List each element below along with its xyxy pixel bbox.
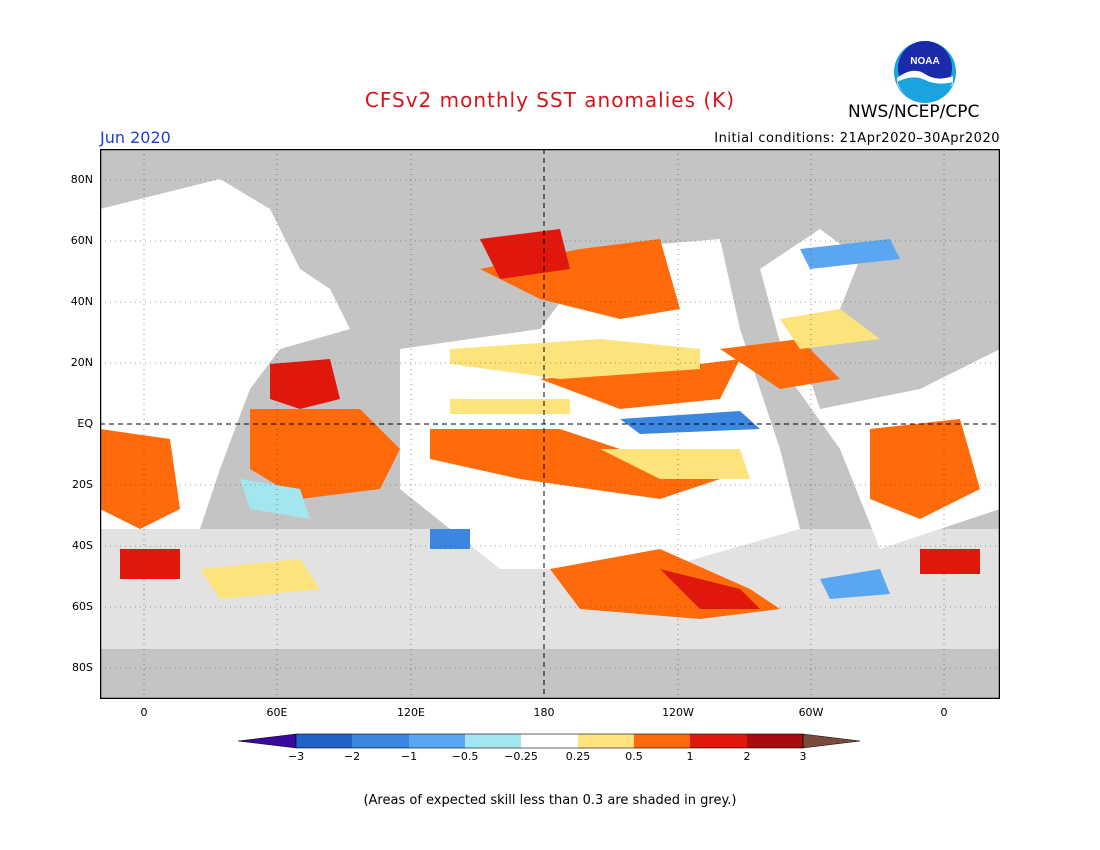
legend-tick: −1 xyxy=(400,750,418,763)
legend-tick: −2 xyxy=(343,750,361,763)
legend-tick: 0.5 xyxy=(625,750,643,763)
legend-arrow-low xyxy=(238,733,297,749)
legend-tick: 1 xyxy=(686,750,694,763)
color-legend xyxy=(238,733,861,749)
skill-note: (Areas of expected skill less than 0.3 a… xyxy=(363,793,737,808)
legend-swatch xyxy=(409,734,465,748)
legend-swatch xyxy=(296,734,352,748)
logo-text: NOAA xyxy=(910,56,939,67)
lat-label: 40S xyxy=(72,539,93,552)
legend-tick: 3 xyxy=(799,750,807,763)
lat-label: EQ xyxy=(77,417,93,430)
lon-label: 60W xyxy=(798,706,824,719)
legend-tick: 0.25 xyxy=(565,750,591,763)
legend-tick: 2 xyxy=(743,750,751,763)
legend-swatch xyxy=(578,734,634,748)
legend-swatch xyxy=(634,734,690,748)
legend-tick: −3 xyxy=(287,750,305,763)
lat-label: 20S xyxy=(72,478,93,491)
legend-swatch xyxy=(352,734,409,748)
lon-label: 60E xyxy=(266,706,288,719)
legend-swatch xyxy=(465,734,521,748)
legend-swatch xyxy=(690,734,747,748)
lon-label: 120E xyxy=(397,706,425,719)
forecast-month: Jun 2020 xyxy=(100,128,171,147)
legend-swatch xyxy=(521,734,578,748)
legend-arrow-high xyxy=(802,733,861,749)
legend-tick: −0.5 xyxy=(451,750,479,763)
lat-label: 60N xyxy=(70,234,93,247)
agency-label: NWS/NCEP/CPC xyxy=(848,102,980,122)
lat-label: 40N xyxy=(70,295,93,308)
lat-label: 80N xyxy=(70,173,93,186)
noaa-logo: NOAA xyxy=(894,41,956,103)
legend-tick: −0.25 xyxy=(504,750,538,763)
initial-conditions: Initial conditions: 21Apr2020–30Apr2020 xyxy=(714,131,1000,146)
legend-swatch xyxy=(747,734,803,748)
lat-label: 60S xyxy=(72,600,93,613)
lat-label: 80S xyxy=(72,661,93,674)
chart-title: CFSv2 monthly SST anomalies (K) xyxy=(364,88,736,112)
lon-label: 0 xyxy=(140,706,148,719)
lon-label: 120W xyxy=(662,706,694,719)
sst-anomaly-map xyxy=(100,149,1000,699)
lon-label: 0 xyxy=(940,706,948,719)
lat-label: 20N xyxy=(70,356,93,369)
lon-label: 180 xyxy=(533,706,555,719)
